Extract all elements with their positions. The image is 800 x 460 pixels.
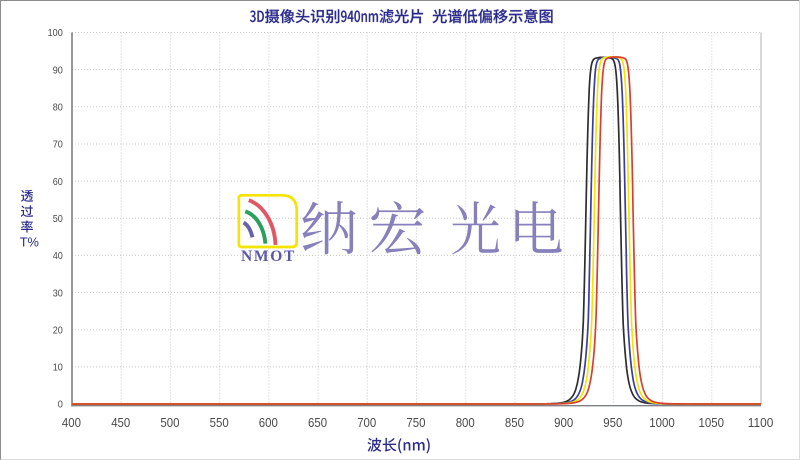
svg-text:0: 0 (58, 399, 63, 411)
svg-text:10: 10 (53, 362, 63, 374)
svg-text:90: 90 (53, 64, 63, 76)
svg-text:NMOT: NMOT (241, 248, 296, 265)
svg-text:100: 100 (48, 27, 63, 39)
svg-text:400: 400 (62, 415, 81, 430)
svg-text:550: 550 (210, 415, 229, 430)
svg-text:650: 650 (308, 415, 327, 430)
svg-text:50: 50 (53, 213, 63, 225)
svg-text:40: 40 (53, 250, 63, 262)
svg-text:450: 450 (111, 415, 130, 430)
svg-text:30: 30 (53, 287, 63, 299)
svg-text:1000: 1000 (649, 415, 675, 430)
svg-text:T%: T% (20, 235, 39, 250)
svg-text:950: 950 (603, 415, 622, 430)
svg-text:80: 80 (53, 102, 63, 114)
svg-text:70: 70 (53, 139, 63, 151)
svg-text:700: 700 (357, 415, 376, 430)
svg-text:20: 20 (53, 324, 63, 336)
svg-text:600: 600 (259, 415, 278, 430)
svg-text:1050: 1050 (699, 415, 725, 430)
svg-text:800: 800 (456, 415, 475, 430)
svg-text:60: 60 (53, 176, 63, 188)
svg-text:900: 900 (554, 415, 573, 430)
svg-text:750: 750 (406, 415, 425, 430)
svg-text:850: 850 (505, 415, 524, 430)
svg-text:1100: 1100 (748, 415, 774, 430)
svg-text:500: 500 (160, 415, 179, 430)
